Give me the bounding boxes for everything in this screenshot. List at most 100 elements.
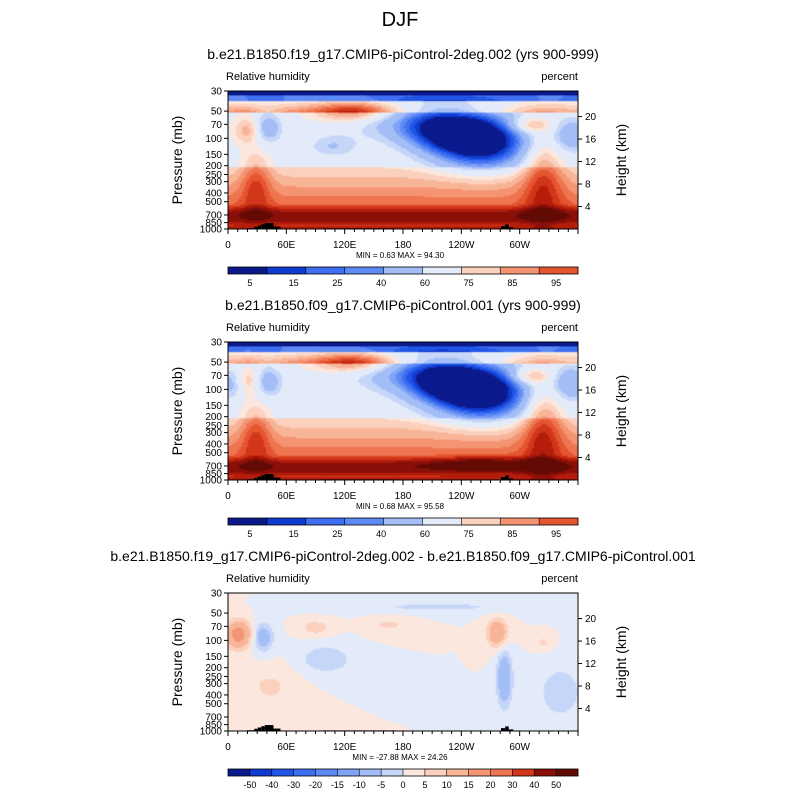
y-right-tick-label: 12 [585, 157, 597, 168]
colorbar-label: 20 [485, 780, 495, 790]
terrain-bar [508, 478, 514, 480]
variable-label: Relative humidity [226, 573, 310, 585]
colorbar-swatch [468, 769, 491, 776]
x-tick-label: 120E [333, 240, 357, 251]
colorbar-swatch [271, 769, 294, 776]
y-tick-label: 300 [205, 177, 222, 188]
chart-panel-2: b.e21.B1850.f09_g17.CMIP6-piControl.001 … [169, 297, 629, 539]
chart-panel-3: b.e21.B1850.f19_g17.CMIP6-piControl-2deg… [110, 548, 695, 790]
colorbar-label: 5 [247, 278, 252, 288]
y-right-tick-label: 4 [585, 202, 591, 213]
y-right-tick-label: 8 [585, 682, 591, 693]
colorbar-label: -20 [309, 780, 322, 790]
y-tick-label: 100 [205, 385, 222, 396]
y-tick-label: 850 [205, 218, 222, 229]
colorbar-swatch [403, 769, 426, 776]
x-tick-label: 120W [448, 742, 475, 753]
colorbar-swatch [344, 267, 384, 274]
terrain-bar [501, 226, 506, 229]
y-axis-right-title: Height (km) [613, 626, 629, 698]
colorbar-label: -5 [377, 780, 385, 790]
units-label: percent [541, 573, 578, 585]
colorbar-label: 0 [400, 780, 405, 790]
x-tick-label: 60E [277, 240, 295, 251]
terrain-bar [261, 726, 265, 731]
y-tick-label: 1000 [200, 727, 223, 738]
colorbar-label: 25 [332, 529, 342, 539]
y-tick-label: 100 [205, 134, 222, 145]
colorbar-swatch [422, 267, 462, 274]
colorbar-label: 5 [247, 529, 252, 539]
colorbar-swatch [359, 769, 382, 776]
colorbar-label: 85 [507, 529, 517, 539]
heatmap-field [228, 91, 578, 229]
colorbar-swatch [383, 267, 423, 274]
colorbar-swatch [305, 518, 345, 525]
colorbar-swatch [266, 267, 307, 274]
y-tick-label: 250 [205, 672, 222, 683]
colorbar-swatch [539, 267, 579, 274]
x-tick-label: 0 [225, 491, 231, 502]
colorbar-label: 15 [289, 529, 299, 539]
colorbar-swatch [228, 518, 268, 525]
terrain-bar [261, 224, 265, 229]
colorbar-swatch [228, 267, 268, 274]
colorbar-swatch [461, 267, 501, 274]
y-tick-label: 500 [205, 448, 222, 459]
y-tick-label: 250 [205, 421, 222, 432]
colorbar-swatch [305, 267, 345, 274]
units-label: percent [541, 322, 578, 334]
min-max-stats: MIN = 0.63 MAX = 94.30 [356, 251, 445, 260]
terrain-bar [273, 477, 281, 480]
colorbar-frame [227, 517, 579, 526]
terrain-bar [264, 474, 274, 480]
colorbar-swatch [512, 769, 535, 776]
x-tick-label: 60E [277, 742, 295, 753]
colorbar-label: 50 [551, 780, 561, 790]
y-tick-label: 250 [205, 170, 222, 181]
y-tick-label: 300 [205, 428, 222, 439]
y-tick-label: 50 [211, 107, 223, 118]
x-tick-label: 120W [448, 491, 475, 502]
colorbar-label: -30 [287, 780, 300, 790]
colorbar-frame [227, 266, 579, 275]
y-right-tick-label: 20 [585, 363, 597, 374]
y-tick-label: 200 [205, 412, 222, 423]
y-tick-label: 500 [205, 197, 222, 208]
colorbar-label: 75 [464, 278, 474, 288]
colorbar-swatch [556, 769, 579, 776]
x-tick-label: 60W [509, 742, 530, 753]
y-tick-label: 30 [211, 589, 223, 600]
y-tick-label: 50 [211, 358, 223, 369]
colorbar-swatch [534, 769, 557, 776]
terrain-bar [505, 224, 509, 229]
colorbar-label: 5 [422, 780, 427, 790]
y-tick-label: 50 [211, 609, 223, 620]
terrain-bar [254, 728, 258, 731]
x-tick-label: 60W [509, 240, 530, 251]
variable-label: Relative humidity [226, 71, 310, 83]
panel-title: b.e21.B1850.f19_g17.CMIP6-piControl-2deg… [110, 548, 695, 564]
colorbar-label: 10 [442, 780, 452, 790]
y-right-tick-label: 8 [585, 180, 591, 191]
terrain-bar [257, 476, 262, 480]
y-tick-label: 200 [205, 161, 222, 172]
y-tick-label: 200 [205, 663, 222, 674]
terrain-bar [254, 477, 258, 480]
min-max-stats: MIN = 0.68 MAX = 95.58 [356, 502, 445, 511]
colorbar-label: -50 [243, 780, 256, 790]
y-tick-label: 100 [205, 636, 222, 647]
x-tick-label: 60E [277, 491, 295, 502]
terrain-bar [501, 728, 506, 731]
colorbar-swatch [500, 518, 540, 525]
colorbar-swatch [337, 769, 360, 776]
terrain-bar [273, 226, 281, 229]
colorbar-swatch [422, 518, 462, 525]
x-tick-label: 120W [448, 240, 475, 251]
terrain-bar [508, 729, 514, 731]
y-tick-label: 850 [205, 469, 222, 480]
y-tick-label: 70 [211, 622, 223, 633]
y-axis-title: Pressure (mb) [169, 116, 185, 205]
colorbar-label: 15 [289, 278, 299, 288]
